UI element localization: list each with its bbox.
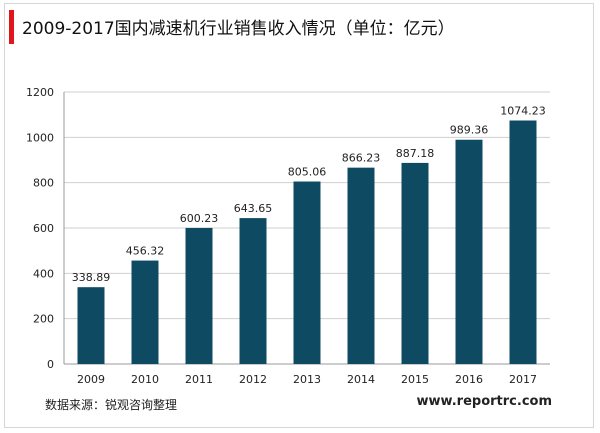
x-tick-label-2010: 2010 (131, 373, 159, 386)
bar-2009 (77, 287, 105, 364)
y-tick-label: 400 (33, 267, 54, 280)
bar-2013 (293, 181, 321, 364)
x-tick-label-2012: 2012 (239, 373, 267, 386)
source-note: 数据来源：锐观咨询整理 (45, 398, 178, 412)
data-label-2015: 887.18 (396, 147, 435, 160)
data-label-2014: 866.23 (342, 152, 381, 165)
bars (77, 120, 537, 364)
chart-title: 2009-2017国内减速机行业销售收入情况（单位：亿元） (22, 19, 455, 39)
bar-2016 (455, 139, 483, 364)
x-tick-label-2014: 2014 (347, 373, 375, 386)
chart-frame (4, 3, 594, 428)
x-tick-label-2016: 2016 (455, 373, 483, 386)
bar-2012 (239, 218, 267, 364)
data-label-2017: 1074.23 (500, 105, 546, 118)
x-tick-label-2013: 2013 (293, 373, 321, 386)
data-label-2016: 989.36 (450, 124, 489, 137)
labels: 338.89 2009 456.32 2010 600.23 2011 643.65 2012… (72, 105, 546, 386)
x-tick-label-2015: 2015 (401, 373, 429, 386)
y-tick-label: 1000 (26, 131, 54, 144)
data-label-2009: 338.89 (72, 271, 111, 284)
data-label-2011: 600.23 (180, 212, 219, 225)
y-tick-label: 600 (33, 222, 54, 235)
bar-2017 (509, 120, 537, 364)
bar-2010 (131, 260, 159, 364)
data-label-2013: 805.06 (288, 166, 327, 179)
website-link[interactable]: www.reportrc.com (416, 394, 552, 409)
y-tick-label: 0 (47, 358, 54, 371)
bar-2011 (185, 227, 213, 364)
bar-2015 (401, 162, 429, 364)
x-tick-label-2009: 2009 (77, 373, 105, 386)
bar-2014 (347, 167, 375, 364)
x-tick-label-2011: 2011 (185, 373, 213, 386)
title-accent-bar (9, 10, 14, 44)
y-tick-label: 1200 (26, 86, 54, 99)
y-tick-label: 800 (33, 177, 54, 190)
data-label-2010: 456.32 (126, 245, 165, 258)
x-tick-label-2017: 2017 (509, 373, 537, 386)
y-tick-label: 200 (33, 313, 54, 326)
data-label-2012: 643.65 (234, 202, 273, 215)
